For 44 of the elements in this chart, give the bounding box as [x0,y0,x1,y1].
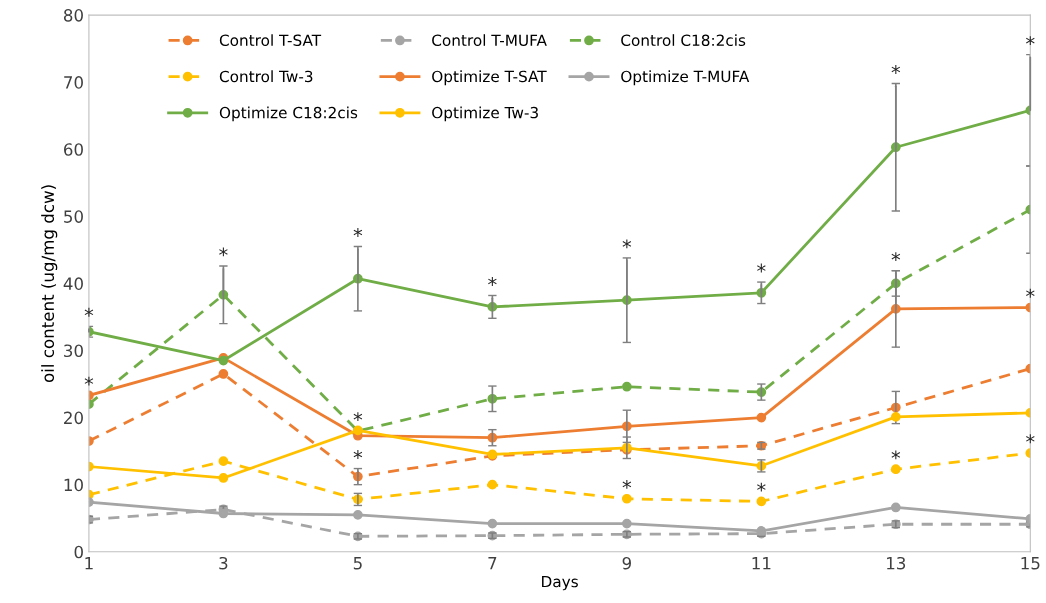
x-tick-label: 13 [887,556,906,570]
legend-label: Optimize C18:2cis [219,106,358,122]
annotation: * [84,307,94,317]
annotation: * [622,239,632,249]
y-tick-label: 40 [63,277,83,290]
annotation: * [353,450,363,459]
x-tick-label: 1 [85,557,93,570]
annotation: * [891,252,901,262]
legend-label: Optimize Tw-3 [432,106,538,122]
y-tick-label: 0 [74,545,83,559]
y-tick-label: 30 [64,344,83,358]
annotation: * [353,412,363,422]
annotation: * [488,277,497,286]
annotation: * [1026,434,1035,444]
legend-label: Optimize T-MUFA [621,70,750,86]
annotation: * [84,376,94,386]
y-tick-label: 60 [64,143,83,156]
annotation: * [757,482,766,492]
y-tick-label: 20 [64,411,83,425]
y-axis-title: oil content (ug/mg dcw) [41,185,58,383]
legend-label: Control Tw-3 [219,70,313,83]
x-tick-label: 3 [219,556,228,570]
annotation: * [757,263,766,273]
annotation: * [353,228,363,237]
x-tick-label: 11 [752,557,771,570]
legend-label: Control T-MUFA [432,34,547,47]
y-tick-label: 10 [64,478,83,492]
x-tick-label: 7 [488,557,497,570]
legend-label: Control C18:2cis [621,34,746,47]
x-tick-label: 15 [1021,557,1040,570]
annotation: * [622,479,632,489]
annotation: * [219,247,228,257]
x-axis-title: Days [542,575,578,591]
annotation: * [891,450,901,460]
y-tick-label: 70 [64,76,83,89]
annotation: * [1026,36,1035,46]
x-tick-label: 5 [353,557,362,570]
annotation: * [891,65,901,74]
x-tick-label: 9 [622,556,631,570]
y-tick-label: 50 [64,210,83,223]
legend-label: Control T-SAT [219,34,322,47]
legend-label: Optimize T-SAT [432,70,547,86]
annotation: * [1026,288,1035,298]
y-tick-label: 80 [63,9,83,22]
